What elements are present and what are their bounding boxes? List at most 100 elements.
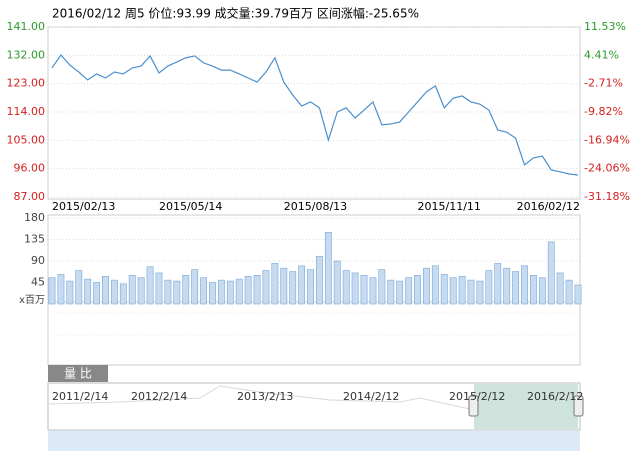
y2-tick-label: 4.41% [584,48,619,61]
navigator-label: 2015/2/12 [449,390,505,403]
volume-bar [431,265,439,305]
volume-bar [307,269,314,305]
volume-bar [164,279,172,305]
x-tick-label: 2015/02/13 [52,200,115,213]
y-tick-label: 141.00 [7,20,46,33]
volume-bar [66,280,74,305]
volume-bar [48,277,56,305]
volume-tick-label: 45 [31,276,45,289]
volume-bar [102,275,109,305]
y-tick-label: 87.00 [14,190,46,203]
volume-bar [93,282,100,305]
volume-bar [521,265,528,305]
volume-bar [494,263,502,305]
navigator-handle[interactable] [468,395,479,417]
price-panel [47,26,581,200]
y-tick-label: 114.00 [7,105,46,118]
volume-bar [574,284,582,305]
volume-bar [226,280,234,305]
y-tick-label: 123.00 [7,77,46,90]
y2-tick-label: -2.71% [584,77,623,90]
volume-bar [351,272,359,305]
volume-bar [137,277,145,305]
volume-bar [244,275,252,305]
navigator-label: 2016/2/12 [527,390,583,403]
volume-tick-label: 90 [31,254,45,267]
y-tick-label: 132.00 [7,48,46,61]
volume-bar [253,275,261,305]
volume-bar [565,279,573,305]
volume-bar [316,255,323,305]
volume-bar [530,275,537,305]
tab-label[interactable]: 量 比 [64,367,92,381]
volume-bar [414,275,421,305]
volume-bar [298,265,306,305]
volume-bar [360,275,368,305]
volume-bar [119,283,127,305]
volume-bar [262,270,270,305]
volume-bar [289,271,297,305]
volume-bar [173,280,181,305]
volume-bar [324,232,332,305]
volume-bar [342,270,350,305]
volume-bar [556,272,564,305]
volume-bar [476,280,484,305]
volume-bar [57,274,65,305]
y-tick-label: 96.00 [14,162,46,175]
price-line [51,54,579,176]
navigator-handle[interactable] [573,395,584,417]
volume-bar [84,278,92,305]
x-tick-label: 2015/05/14 [159,200,222,213]
navigator-label: 2011/2/14 [52,390,108,403]
volume-bar [423,267,430,305]
y2-tick-label: -16.94% [584,133,630,146]
tab[interactable] [48,365,108,382]
navigator-selection[interactable] [474,384,578,429]
volume-bar [547,241,555,305]
volume-bar [235,278,243,305]
volume-bar [191,269,199,305]
volume-bar [378,269,386,305]
volume-bar [405,277,413,305]
volume-bar [458,275,466,305]
volume-bar [467,279,475,305]
volume-bar [182,275,190,305]
empty-panel [47,301,581,366]
volume-bar [280,267,288,305]
volume-bar [200,277,207,305]
volume-bar [333,260,341,305]
scrollbar[interactable] [48,431,580,451]
volume-bar [369,277,377,305]
y2-tick-label: -24.06% [584,162,630,175]
x-tick-label: 2015/08/13 [284,200,347,213]
navigator-label: 2014/2/12 [343,390,399,403]
volume-bar [155,272,163,305]
y2-tick-label: -31.18% [584,190,630,203]
x-tick-label: 2015/11/11 [418,200,481,213]
volume-bar [387,279,395,305]
volume-bar [440,274,448,305]
navigator-label: 2012/2/14 [131,390,187,403]
volume-bar [271,263,279,305]
volume-bar [128,275,136,305]
volume-bar [396,280,404,305]
volume-tick-label: 180 [24,211,45,224]
volume-bar [512,271,520,305]
y2-tick-label: -9.82% [584,105,623,118]
y2-tick-label: 11.53% [584,20,626,33]
volume-tick-label: 135 [24,233,45,246]
navigator-label: 2013/2/13 [237,390,293,403]
volume-bar [209,282,216,305]
volume-unit: x百万 [19,294,45,306]
volume-bar [110,279,118,305]
volume-bar [503,267,511,305]
info-line: 2016/02/12 周5 价位:93.99 成交量:39.79百万 区间涨幅:… [52,6,419,21]
volume-bar [217,279,225,305]
volume-bar [75,270,83,305]
volume-bar [449,277,457,305]
x-tick-label: 2016/02/12 [517,200,580,213]
volume-bar [146,266,154,305]
volume-bar [485,270,493,305]
